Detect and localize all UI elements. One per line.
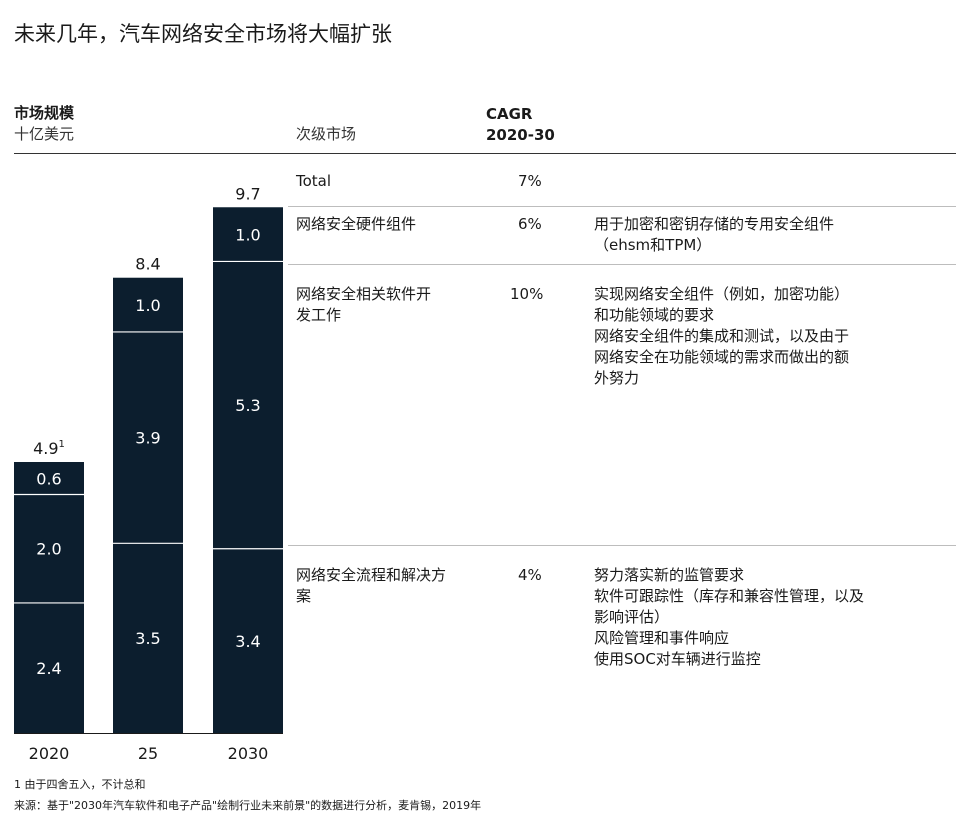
segment-value-label: 0.6 <box>36 469 61 488</box>
bar-total-label: 4.91 <box>33 439 65 458</box>
submarket-header: 次级市场 <box>296 125 357 143</box>
segment-value-label: 3.5 <box>135 629 160 648</box>
bar-segment <box>113 277 183 332</box>
header-rule <box>14 153 956 154</box>
row-process-name: 网络安全流程和解决方 案 <box>296 566 447 605</box>
row-divider <box>288 545 956 546</box>
footnote-marker: 1 <box>59 439 65 450</box>
row-hardware-cagr: 6% <box>518 215 542 233</box>
segment-value-label: 5.3 <box>235 396 260 415</box>
segment-value-label: 3.4 <box>235 632 260 651</box>
row-hardware-name: 网络安全硬件组件 <box>296 215 417 233</box>
bar-segment <box>14 462 84 495</box>
source-note: 来源：基于"2030年汽车软件和电子产品"绘制行业未来前景"的数据进行分析，麦肯… <box>14 799 482 812</box>
row-software-desc: 实现网络安全组件（例如，加密功能） 和功能领域的要求 网络安全组件的集成和测试，… <box>594 285 850 387</box>
segment-value-label: 3.9 <box>135 429 160 448</box>
row-software-name: 网络安全相关软件开 发工作 <box>296 285 432 324</box>
row-total-cagr: 7% <box>518 172 542 190</box>
bar-segment <box>113 543 183 733</box>
unit-label: 十亿美元 <box>14 125 75 143</box>
bar-segment <box>213 261 283 549</box>
row-hardware-desc: 用于加密和密钥存储的专用安全组件 （ehsm和TPM） <box>594 215 835 254</box>
stacked-bar-chart: 2.4 2.0 0.6 4.91 2020 3.5 3.9 1.0 8.4 25 3.4 5.3 1.0… <box>14 184 283 763</box>
segment-value-label: 1.0 <box>135 296 160 315</box>
chart-title: 未来几年，汽车网络安全市场将大幅扩张 <box>14 22 392 46</box>
bar-total-label: 9.7 <box>235 184 260 203</box>
row-divider <box>288 206 956 207</box>
market-size-header: 市场规模 <box>14 104 75 122</box>
cagr-period-header: 2020-30 <box>486 126 555 144</box>
bar-segment <box>113 331 183 544</box>
bar-segment <box>213 207 283 262</box>
footnote-1: 1 由于四舍五入，不计总和 <box>14 778 146 791</box>
bar-segment <box>14 494 84 603</box>
bar-segment <box>213 548 283 733</box>
row-divider <box>288 264 956 265</box>
row-process-desc: 努力落实新的监管要求 软件可跟踪性（库存和兼容性管理，以及 影响评估） 风险管理… <box>594 566 865 668</box>
row-software-cagr: 10% <box>510 285 544 303</box>
category-label: 25 <box>138 744 158 763</box>
segment-value-label: 1.0 <box>235 225 260 244</box>
category-label: 2020 <box>29 744 70 763</box>
segment-value-label: 2.0 <box>36 540 61 559</box>
bar-segment <box>14 602 84 733</box>
segment-value-label: 2.4 <box>36 659 61 678</box>
bar-total-label: 8.4 <box>135 255 160 274</box>
cagr-header: CAGR <box>486 105 533 123</box>
row-total-name: Total <box>296 172 332 190</box>
row-process-cagr: 4% <box>518 566 542 584</box>
category-label: 2030 <box>228 744 269 763</box>
